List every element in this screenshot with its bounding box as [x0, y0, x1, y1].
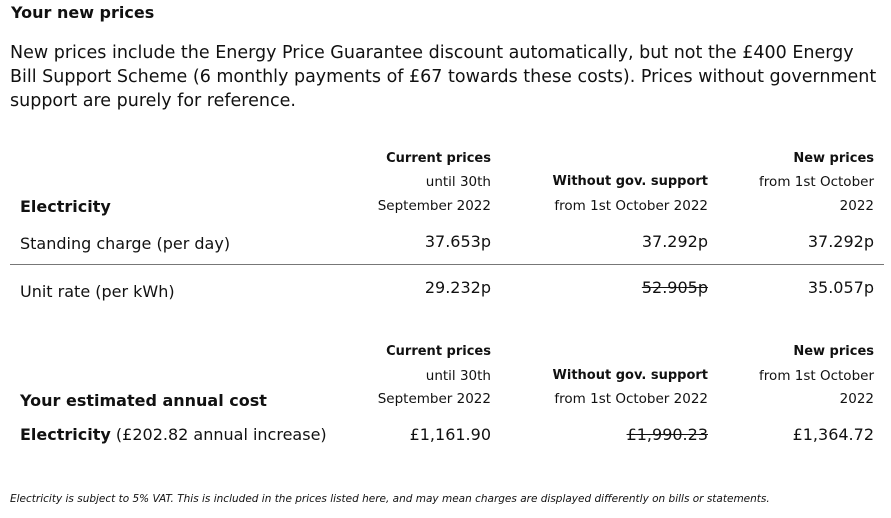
- t1-current-heading: Current prices: [386, 151, 491, 166]
- t1-without-heading: Without gov. support: [552, 174, 708, 189]
- standing-charge-label: Standing charge (per day): [20, 234, 231, 253]
- table-divider: [10, 264, 884, 265]
- standing-charge-current: 37.653p: [424, 232, 491, 251]
- unit-rate-current: 29.232p: [424, 278, 491, 297]
- t2-without-heading: Without gov. support: [552, 368, 708, 383]
- t2-new-heading: New prices: [793, 344, 874, 359]
- t1-section-label: Electricity: [20, 197, 111, 216]
- unit-rate-without: 52.905p: [641, 278, 708, 297]
- annual-cost-label-bold: Electricity: [20, 425, 111, 444]
- vat-footnote: Electricity is subject to 5% VAT. This i…: [10, 493, 770, 505]
- annual-cost-label: Electricity (£202.82 annual increase): [20, 425, 327, 444]
- t2-new-line3: 2022: [839, 391, 874, 407]
- t1-without-line2: from 1st October 2022: [554, 198, 708, 214]
- t2-without-line2: from 1st October 2022: [554, 391, 708, 407]
- annual-cost-label-rest: (£202.82 annual increase): [110, 425, 327, 444]
- annual-cost-new: £1,364.72: [792, 425, 874, 444]
- t1-current-line2: until 30th: [425, 174, 491, 190]
- t1-new-line3: 2022: [839, 198, 874, 214]
- t1-new-line2: from 1st October: [759, 174, 874, 190]
- annual-cost-current: £1,161.90: [409, 425, 491, 444]
- standing-charge-without: 37.292p: [641, 232, 708, 251]
- t2-current-heading: Current prices: [386, 344, 491, 359]
- t2-current-line3: September 2022: [377, 391, 491, 407]
- t2-section-label: Your estimated annual cost: [20, 391, 267, 410]
- intro-paragraph: New prices include the Energy Price Guar…: [10, 43, 877, 111]
- t1-current-line3: September 2022: [377, 198, 491, 214]
- annual-cost-without: £1,990.23: [626, 425, 708, 444]
- unit-rate-label: Unit rate (per kWh): [20, 282, 175, 301]
- t2-current-line2: until 30th: [425, 368, 491, 384]
- unit-rate-new: 35.057p: [807, 278, 874, 297]
- standing-charge-new: 37.292p: [807, 232, 874, 251]
- page-title: Your new prices: [11, 3, 155, 22]
- t2-new-line2: from 1st October: [759, 368, 874, 384]
- t1-new-heading: New prices: [793, 151, 874, 166]
